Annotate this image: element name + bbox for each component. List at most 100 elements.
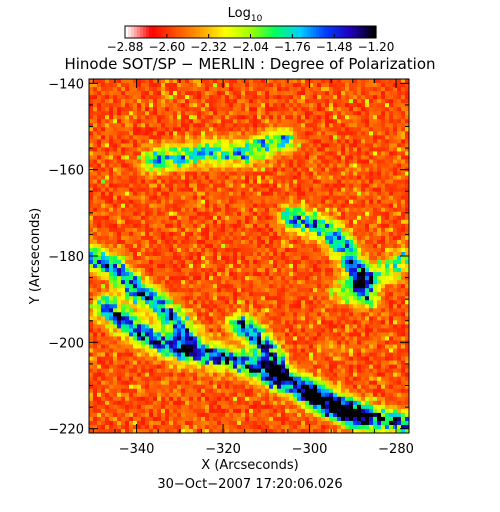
heatmap-cell [129, 320, 134, 325]
heatmap-cell [181, 107, 186, 112]
heatmap-cell [301, 320, 306, 325]
heatmap-cell [321, 276, 326, 281]
heatmap-cell [185, 300, 190, 305]
heatmap-cell [277, 151, 282, 156]
heatmap-cell [373, 143, 378, 148]
heatmap-cell [389, 171, 394, 176]
heatmap-cell [165, 203, 170, 209]
heatmap-cell [109, 219, 114, 225]
heatmap-cell [149, 79, 154, 84]
heatmap-cell [365, 159, 370, 164]
heatmap-cell [137, 119, 142, 124]
heatmap-cell [249, 219, 254, 225]
heatmap-cell [225, 296, 230, 301]
heatmap-cell [381, 179, 386, 184]
heatmap-cell [169, 143, 174, 148]
heatmap-cell [309, 135, 314, 140]
heatmap-cell [329, 211, 334, 217]
heatmap-cell [249, 115, 254, 120]
heatmap-cell [385, 175, 390, 180]
heatmap-cell [401, 195, 406, 201]
heatmap-cell [397, 296, 402, 301]
heatmap-cell [197, 79, 202, 84]
heatmap-cell [273, 135, 278, 140]
heatmap-cell [309, 191, 314, 197]
heatmap-cell [293, 272, 298, 277]
heatmap-cell [249, 119, 254, 124]
heatmap-cell [197, 207, 202, 213]
heatmap-cell [345, 264, 350, 269]
heatmap-cell [293, 288, 298, 293]
heatmap-cell [165, 195, 170, 201]
heatmap-cell [109, 107, 114, 112]
heatmap-cell [233, 83, 238, 88]
heatmap-cell [281, 231, 286, 237]
heatmap-cell [345, 187, 350, 192]
heatmap-cell [349, 272, 354, 277]
heatmap-cell [109, 268, 114, 273]
heatmap-cell [393, 175, 398, 180]
heatmap-cell [277, 264, 282, 269]
heatmap-cell [101, 147, 106, 152]
heatmap-cell [293, 207, 298, 213]
heatmap-cell [329, 219, 334, 225]
heatmap-cell [109, 316, 114, 321]
heatmap-cell [389, 107, 394, 112]
heatmap-cell [97, 139, 102, 144]
heatmap-cell [357, 239, 362, 245]
heatmap-cell [125, 284, 130, 289]
heatmap-cell [241, 251, 246, 257]
heatmap-cell [265, 171, 270, 176]
heatmap-cell [289, 227, 294, 233]
heatmap-cell [133, 268, 138, 273]
heatmap-cell [405, 147, 410, 152]
heatmap-cell [161, 87, 166, 92]
heatmap-cell [313, 183, 318, 188]
heatmap-cell [121, 276, 126, 281]
heatmap-cell [117, 223, 122, 229]
heatmap-cell [377, 227, 382, 233]
heatmap-cell [229, 107, 234, 112]
heatmap-cell [233, 163, 238, 168]
heatmap-cell [365, 247, 370, 253]
heatmap-cell [229, 195, 234, 201]
heatmap-cell [301, 155, 306, 160]
heatmap-cell [345, 171, 350, 176]
heatmap-cell [353, 115, 358, 120]
heatmap-cell [173, 139, 178, 144]
heatmap-cell [353, 103, 358, 108]
heatmap-cell [361, 183, 366, 188]
heatmap-cell [401, 79, 406, 84]
heatmap-cell [149, 195, 154, 201]
heatmap-cell [305, 312, 310, 317]
heatmap-cell [161, 103, 166, 108]
heatmap-cell [293, 91, 298, 96]
heatmap-cell [93, 308, 98, 313]
heatmap-cell [189, 280, 194, 285]
heatmap-cell [309, 207, 314, 213]
heatmap-cell [401, 300, 406, 305]
heatmap-cell [313, 99, 318, 104]
heatmap-cell [97, 171, 102, 176]
heatmap-cell [405, 195, 410, 201]
heatmap-cell [345, 127, 350, 132]
heatmap-cell [325, 179, 330, 184]
heatmap-cell [201, 143, 206, 148]
heatmap-cell [289, 83, 294, 88]
heatmap-cell [405, 251, 410, 257]
heatmap-cell [213, 179, 218, 184]
heatmap-cell [145, 280, 150, 285]
heatmap-cell [105, 95, 110, 100]
heatmap-cell [217, 87, 222, 92]
heatmap-cell [221, 320, 226, 325]
heatmap-cell [113, 83, 118, 88]
heatmap-cell [281, 288, 286, 293]
heatmap-cell [277, 183, 282, 188]
heatmap-cell [265, 127, 270, 132]
heatmap-cell [353, 227, 358, 233]
heatmap-cell [193, 151, 198, 156]
heatmap-cell [89, 171, 94, 176]
heatmap-cell [97, 308, 102, 313]
heatmap-cell [193, 171, 198, 176]
heatmap-cell [393, 95, 398, 100]
